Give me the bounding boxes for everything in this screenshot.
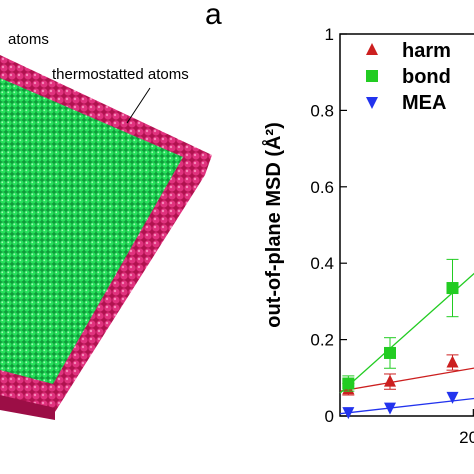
y-tick-label: 0.6 xyxy=(310,178,334,197)
legend-label-bond: bond xyxy=(402,66,451,88)
panel-label: a xyxy=(205,0,222,31)
y-tick-label: 0 xyxy=(325,407,334,426)
y-tick-label: 0.4 xyxy=(310,254,334,273)
legend-label-mea: MEA xyxy=(402,92,446,114)
data-point-harm xyxy=(384,374,396,387)
y-ticks: 0 0.2 0.4 0.6 0.8 1 xyxy=(310,25,347,426)
atoms-callout: atoms xyxy=(8,31,49,48)
y-tick-label: 0.8 xyxy=(310,101,334,120)
x-tick-label: 200 xyxy=(459,428,474,447)
legend-marker-harm xyxy=(366,43,378,55)
data-point-mea xyxy=(342,407,355,420)
data-point-harm xyxy=(446,355,459,368)
callout-leader-line xyxy=(126,87,151,124)
x-ticks: 200 xyxy=(459,409,474,447)
y-axis-title: out-of-plane MSD (Å²) xyxy=(261,122,285,328)
data-point-bond xyxy=(446,282,459,295)
plot-frame xyxy=(339,33,474,417)
legend: harm bond MEA xyxy=(366,40,451,114)
data-point-mea xyxy=(446,391,459,404)
legend-marker-mea xyxy=(366,97,378,109)
inner-atom-region xyxy=(0,78,183,384)
data-point-mea xyxy=(384,402,396,415)
thermostatted-atoms-callout: thermostatted atoms xyxy=(52,66,189,83)
y-tick-label: 0.2 xyxy=(310,331,334,350)
data-point-bond xyxy=(384,346,396,359)
y-tick-label: 1 xyxy=(325,25,334,44)
atom-sheet-illustration: atoms thermostatted atoms xyxy=(0,31,212,420)
data-points xyxy=(342,258,459,420)
thermostat-atom-edge xyxy=(0,395,55,420)
msd-chart: out-of-plane MSD (Å²) 0 0.2 0.4 0.6 0.8 1 200… xyxy=(261,25,474,447)
data-point-bond xyxy=(342,377,355,390)
legend-marker-bond xyxy=(366,70,378,82)
legend-label-harm: harm xyxy=(402,40,451,62)
